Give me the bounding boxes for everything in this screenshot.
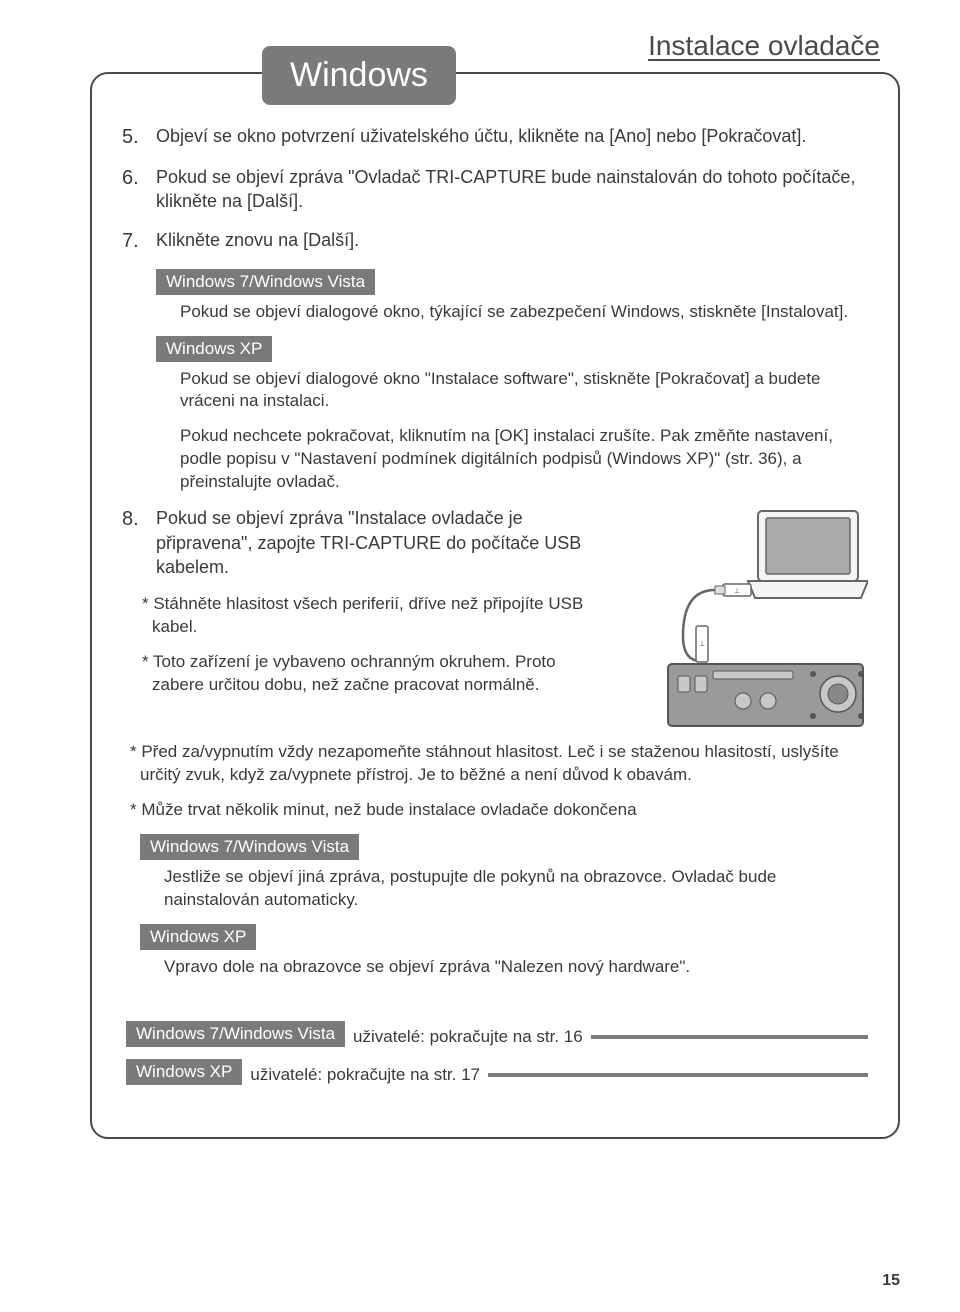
svg-text:⟂: ⟂ — [699, 639, 705, 648]
os-block-xp-2: Windows XP Vpravo dole na obrazovce se o… — [140, 924, 868, 979]
windows-badge: Windows — [262, 46, 456, 105]
os-tag-xp: Windows XP — [126, 1059, 242, 1085]
step-5: 5. Objeví se okno potvrzení uživatelskéh… — [122, 124, 868, 151]
connection-illustration: ⟂ ⟂ — [613, 506, 868, 736]
continue-bar — [488, 1073, 868, 1077]
os-block-xp-1: Windows XP Pokud se objeví dialogové okn… — [156, 336, 868, 495]
os-text: Vpravo dole na obrazovce se objeví zpráv… — [164, 956, 868, 979]
os-text: Pokud se objeví dialogové okno "Instalac… — [180, 368, 868, 414]
step-text: Klikněte znovu na [Další]. — [156, 228, 868, 255]
os-text: Jestliže se objeví jiná zpráva, postupuj… — [164, 866, 868, 912]
note-3: * Před za/vypnutím vždy nezapomeňte stáh… — [130, 741, 868, 787]
note-4: * Může trvat několik minut, než bude ins… — [130, 799, 868, 822]
continue-bar — [591, 1035, 868, 1039]
note-1: * Stáhněte hlasitost všech periferií, dř… — [142, 593, 601, 639]
os-text: Pokud se objeví dialogové okno, týkající… — [180, 301, 868, 324]
os-block-vista-1: Windows 7/Windows Vista Pokud se objeví … — [156, 269, 868, 324]
os-tag-xp: Windows XP — [140, 924, 256, 950]
svg-text:⟂: ⟂ — [734, 586, 740, 595]
step-number: 6. — [122, 165, 156, 214]
illustration-container: ⟂ ⟂ — [613, 506, 868, 741]
os-text: Pokud nechcete pokračovat, kliknutím na … — [180, 425, 868, 494]
continue-text: uživatelé: pokračujte na str. 16 — [353, 1027, 583, 1047]
os-tag-vista: Windows 7/Windows Vista — [140, 834, 359, 860]
step-6: 6. Pokud se objeví zpráva "Ovladač TRI-C… — [122, 165, 868, 214]
step-number: 7. — [122, 228, 156, 255]
continue-vista: Windows 7/Windows Vista uživatelé: pokra… — [126, 1021, 868, 1053]
step-text: Objeví se okno potvrzení uživatelského ú… — [156, 124, 868, 151]
continue-xp: Windows XP uživatelé: pokračujte na str.… — [126, 1059, 868, 1091]
os-tag-vista: Windows 7/Windows Vista — [156, 269, 375, 295]
step-text: Pokud se objeví zpráva "Ovladač TRI-CAPT… — [156, 165, 868, 214]
step-8: 8. Pokud se objeví zpráva "Instalace ovl… — [122, 506, 601, 579]
os-tag-vista: Windows 7/Windows Vista — [126, 1021, 345, 1047]
page-number: 15 — [882, 1272, 900, 1290]
os-tag-xp: Windows XP — [156, 336, 272, 362]
step-8-row: 8. Pokud se objeví zpráva "Instalace ovl… — [122, 506, 868, 741]
continue-text: uživatelé: pokračujte na str. 17 — [250, 1065, 480, 1085]
step-number: 5. — [122, 124, 156, 151]
content-frame: Windows 5. Objeví se okno potvrzení uživ… — [90, 72, 900, 1139]
note-2: * Toto zařízení je vybaveno ochranným ok… — [142, 651, 601, 697]
step-text: Pokud se objeví zpráva "Instalace ovlada… — [156, 506, 601, 579]
os-block-vista-2: Windows 7/Windows Vista Jestliže se obje… — [140, 834, 868, 912]
page-header: Instalace ovladače — [90, 30, 880, 62]
step-number: 8. — [122, 506, 156, 579]
step-7: 7. Klikněte znovu na [Další]. — [122, 228, 868, 255]
